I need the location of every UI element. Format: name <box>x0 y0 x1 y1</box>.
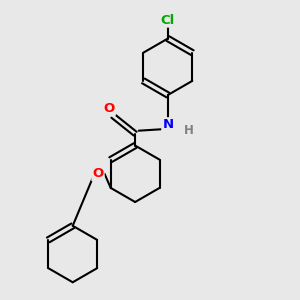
Text: H: H <box>184 124 194 137</box>
Text: O: O <box>92 167 104 180</box>
Text: O: O <box>104 102 115 115</box>
Text: Cl: Cl <box>161 14 175 27</box>
Text: N: N <box>162 118 173 131</box>
